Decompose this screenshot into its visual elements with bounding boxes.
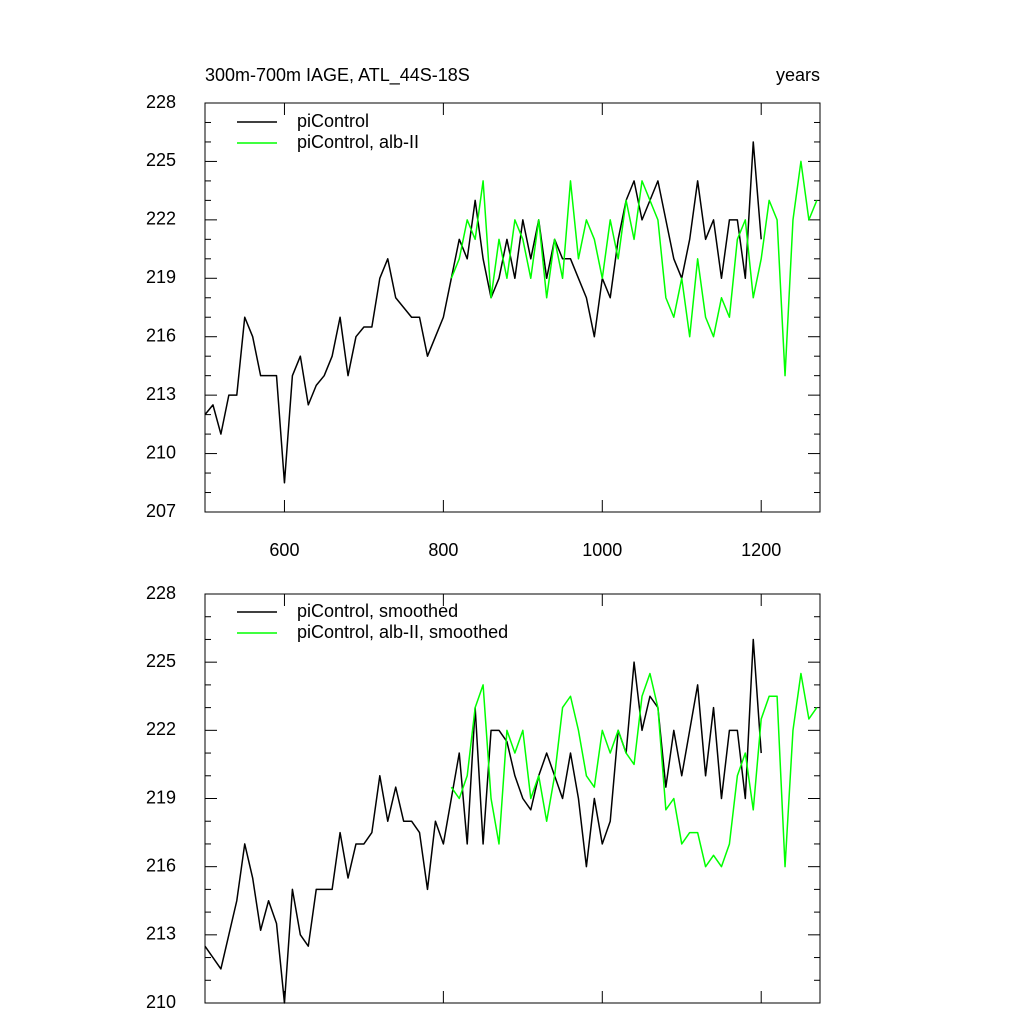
right-string: years: [776, 65, 820, 85]
y-tick-label: 210: [146, 992, 176, 1012]
y-tick-label: 216: [146, 855, 176, 875]
x-tick-label: 1200: [741, 540, 781, 560]
y-tick-label: 225: [146, 651, 176, 671]
y-tick-label: 228: [146, 92, 176, 112]
plot-frame: [204, 102, 821, 513]
series-line: [450, 672, 818, 868]
y-tick-label: 225: [146, 150, 176, 170]
x-tick-label: 1000: [582, 540, 622, 560]
y-tick-label: 219: [146, 267, 176, 287]
y-tick-label: 216: [146, 325, 176, 345]
legend-label: piControl, alb-II: [297, 132, 419, 152]
y-tick-label: 213: [146, 384, 176, 404]
series-line: [204, 638, 762, 1004]
y-tick-label: 222: [146, 209, 176, 229]
series-line: [204, 141, 762, 484]
plot-frame: [204, 593, 821, 1004]
legend-label: piControl, smoothed: [297, 601, 458, 621]
y-tick-label: 213: [146, 924, 176, 944]
y-tick-label: 210: [146, 442, 176, 462]
legend-label: piControl, alb-II, smoothed: [297, 622, 508, 642]
chart-title: 300m-700m IAGE, ATL_44S-18S: [205, 65, 470, 86]
y-tick-label: 222: [146, 719, 176, 739]
legend-label: piControl: [297, 111, 369, 131]
y-tick-label: 219: [146, 787, 176, 807]
series-line: [450, 160, 818, 377]
x-tick-label: 800: [428, 540, 458, 560]
x-tick-label: 600: [269, 540, 299, 560]
y-tick-label: 228: [146, 583, 176, 603]
y-tick-label: 207: [146, 501, 176, 521]
